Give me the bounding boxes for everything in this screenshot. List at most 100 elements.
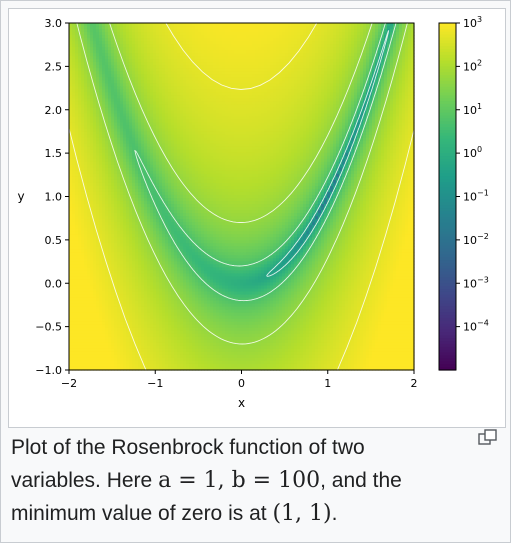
heatmap-cell [180,98,184,103]
heatmap-cell [321,29,325,33]
heatmap-cell [330,134,334,139]
heatmap-cell [138,152,142,157]
heatmap-cell [408,47,412,51]
heatmap-cell [180,110,184,115]
heatmap-cell [153,89,157,93]
heatmap-cell [243,125,247,130]
heatmap-cell [204,119,208,124]
heatmap-cell [375,113,379,118]
heatmap-cell [288,98,292,103]
heatmap-cell [306,80,310,84]
heatmap-cell [273,23,277,27]
heatmap-cell [117,44,121,48]
heatmap-cell [162,23,166,27]
heatmap-cell [171,146,175,151]
heatmap-cell [195,89,199,93]
heatmap-cell [141,101,145,106]
heatmap-cell [201,116,205,121]
heatmap-cell [297,110,301,115]
heatmap-cell [258,101,262,106]
heatmap-cell [201,32,205,36]
heatmap-cell [114,29,118,33]
heatmap-cell [273,116,277,121]
heatmap-cell [300,107,304,112]
heatmap-cell [147,137,151,142]
heatmap-cell [105,50,109,54]
heatmap-cell [126,92,130,97]
heatmap-cell [243,104,247,109]
heatmap-cell [90,53,94,57]
heatmap-cell [192,101,196,106]
heatmap-cell [189,65,193,69]
heatmap-cell [309,53,313,57]
heatmap-cell [390,89,394,93]
heatmap-cell [396,113,400,118]
heatmap-cell [234,59,238,63]
heatmap-cell [333,38,337,42]
heatmap-cell [234,98,238,103]
heatmap-cell [408,131,412,136]
heatmap-cell [324,89,328,93]
heatmap-cell [216,134,220,139]
heatmap-cell [195,122,199,127]
heatmap-cell [345,68,349,72]
heatmap-cell [321,89,325,93]
heatmap-cell [84,50,88,54]
heatmap-cell [369,116,373,121]
figure-image[interactable]: −2 −1 0 1 2 3.0 2.5 2.0 1.5 1.0 0.5 0.0 −0.5 −1.0 x … [8,8,506,428]
heatmap-cell [285,71,289,75]
heatmap-cell [384,53,388,57]
heatmap-cell [102,59,106,63]
heatmap-cell [210,146,214,151]
heatmap-cell [246,128,250,133]
heatmap-cell [138,50,142,54]
heatmap-cell [219,104,223,109]
heatmap-cell [114,74,118,78]
heatmap-cell [141,137,145,142]
heatmap-cell [402,140,406,145]
heatmap-cell [96,23,100,27]
heatmap-cell [201,149,205,154]
heatmap-cell [102,119,106,124]
heatmap-cell [219,74,223,78]
heatmap-cell [291,101,295,106]
heatmap-cell [180,131,184,136]
heatmap-cell [258,32,262,36]
heatmap-cell [228,71,232,75]
heatmap-cell [201,74,205,78]
heatmap-cell [264,56,268,60]
heatmap-cell [297,137,301,142]
heatmap-cell [141,92,145,97]
heatmap-cell [72,83,76,87]
heatmap-cell [378,140,382,145]
heatmap-cell [315,68,319,72]
heatmap-cell [378,32,382,36]
heatmap-cell [75,44,79,48]
heatmap-cell [189,146,193,151]
heatmap-cell [147,47,151,51]
heatmap-cell [234,83,238,87]
heatmap-cell [207,101,211,106]
heatmap-cell [276,74,280,78]
heatmap-cell [186,137,190,142]
heatmap-cell [270,110,274,115]
heatmap-cell [195,47,199,51]
heatmap-cell [216,146,220,151]
heatmap-cell [75,56,79,60]
heatmap-cell [180,104,184,109]
heatmap-cell [402,101,406,106]
heatmap-cell [375,140,379,145]
heatmap-cell [147,134,151,139]
heatmap-cell [192,65,196,69]
heatmap-cell [342,59,346,63]
heatmap-cell [102,101,106,106]
heatmap-cell [162,77,166,81]
heatmap-cell [123,104,127,109]
heatmap-cell [180,137,184,142]
heatmap-cell [399,62,403,66]
heatmap-cell [69,47,73,51]
heatmap-cell [237,59,241,63]
heatmap-cell [177,113,181,118]
heatmap-cell [276,95,280,100]
heatmap-cell [357,137,361,142]
